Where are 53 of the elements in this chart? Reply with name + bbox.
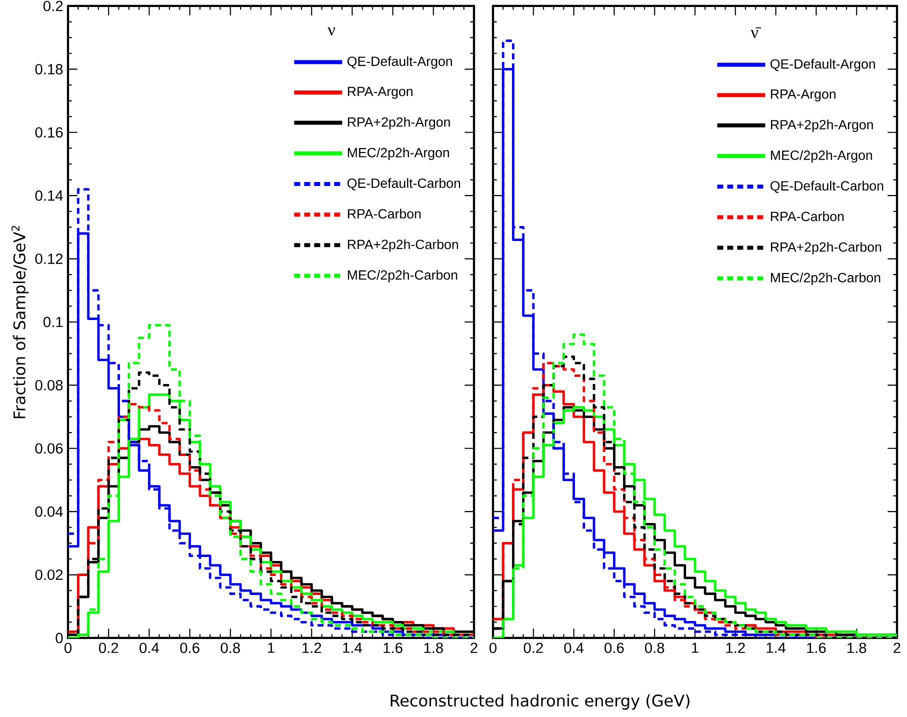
legend-label: RPA-Carbon: [348, 208, 421, 219]
y-tick-label: 0.16: [35, 127, 63, 138]
y-axis-title: Fraction of Sample/GeV$^{2}$: [11, 226, 29, 418]
legend-label: RPA+2p2h-Argon: [348, 116, 450, 130]
y-tick-label: 0.06: [35, 443, 63, 454]
legend-label: RPA+2p2h-Carbon: [770, 242, 882, 254]
legend-title: ν: [328, 27, 336, 36]
legend-label: RPA-Argon: [770, 89, 836, 102]
x-tick-label: 0.2: [524, 642, 543, 654]
x-tick-label: 1.6: [384, 642, 402, 654]
y-tick-label: 0.2: [43, 0, 63, 12]
legend-label: QE-Default-Argon: [770, 58, 875, 72]
x-tick-label: 1.2: [302, 642, 322, 653]
x-tick-label: 2: [894, 642, 900, 653]
x-tick-label: 1: [692, 642, 698, 653]
x-tick-label: 0: [489, 642, 496, 654]
x-tick-label: 1.8: [424, 642, 443, 654]
x-tick-label: 1.4: [766, 642, 786, 653]
legend-label: RPA-Argon: [348, 86, 412, 99]
y-tick-label: 0.1: [43, 316, 63, 328]
x-tick-label: 1.4: [343, 642, 362, 653]
legend-label: RPA-Carbon: [770, 211, 844, 222]
x-tick-label: 0.4: [564, 642, 584, 654]
x-tick-label: 0: [64, 642, 72, 654]
x-tick-label: 1.6: [807, 642, 826, 654]
y-tick-label: 0.02: [35, 570, 63, 580]
legend-label: QE-Default-Carbon: [347, 178, 460, 190]
x-tick-label: 1.2: [726, 642, 745, 653]
x-tick-label: 0.4: [140, 642, 159, 654]
y-tick-label: 0.04: [35, 506, 63, 517]
legend-label: QE-Default-Argon: [347, 56, 452, 69]
legend-label: MEC/2p2h-Carbon: [348, 270, 458, 282]
y-tick-label: 0.18: [35, 64, 63, 74]
x-tick-label: 0.8: [644, 642, 664, 654]
x-tick-label: 2: [470, 642, 478, 653]
x-tick-label: 0.6: [604, 642, 624, 654]
x-tick-label: 1: [268, 642, 274, 653]
x-tick-label: 1.8: [848, 642, 866, 654]
legend-label: MEC/2p2h-Argon: [770, 150, 872, 163]
legend-title: ν̄: [750, 27, 762, 38]
legend-label: RPA+2p2h-Carbon: [348, 239, 458, 252]
y-tick-label: 0.12: [35, 254, 63, 264]
x-tick-label: 0.6: [180, 642, 200, 654]
y-tick-label: 0.14: [35, 190, 63, 201]
legend-label: MEC/2p2h-Argon: [348, 148, 449, 160]
y-tick-label: 0.08: [35, 380, 63, 390]
x-tick-label: 0.2: [98, 642, 118, 654]
legend-label: MEC/2p2h-Carbon: [770, 272, 880, 285]
x-axis-title: Reconstructed hadronic energy (GeV): [390, 694, 690, 710]
y-tick-label: 0: [56, 632, 63, 644]
legend-label: RPA+2p2h-Argon: [770, 120, 873, 132]
legend-label: QE-Default-Carbon: [770, 180, 884, 193]
x-tick-label: 0.8: [220, 642, 240, 654]
